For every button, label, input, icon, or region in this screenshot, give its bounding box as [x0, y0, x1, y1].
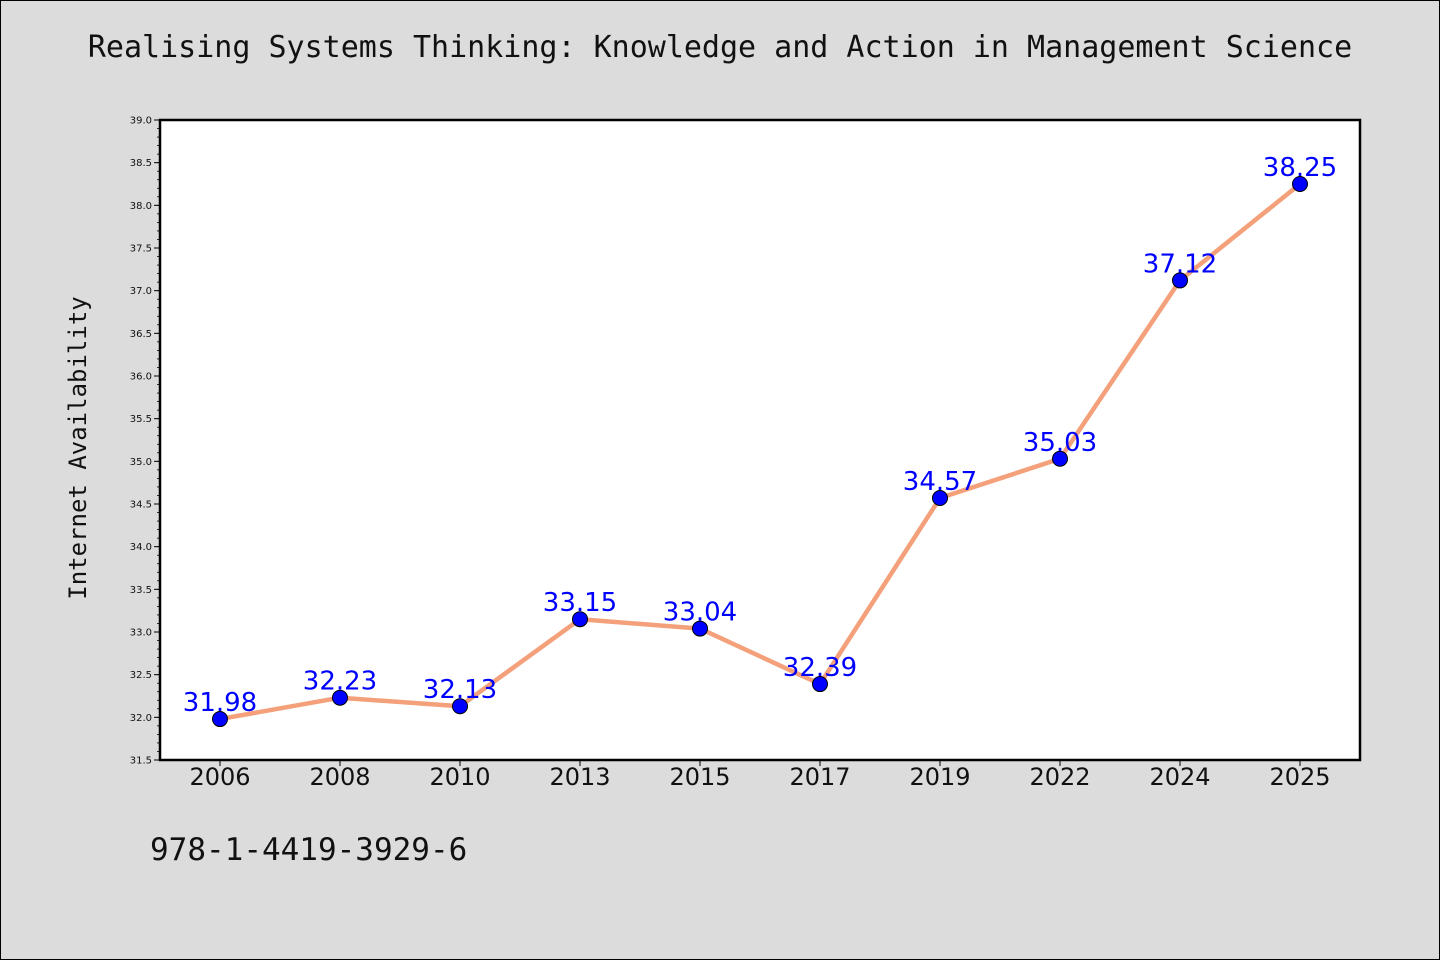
data-point [1172, 272, 1188, 289]
y-tick-label: 35.5 [130, 414, 152, 425]
chart-title: Realising Systems Thinking: Knowledge an… [87, 30, 1353, 65]
data-point [932, 490, 948, 507]
data-label: 37.12 [1143, 249, 1217, 279]
y-axis-label: Internet Availability [64, 296, 92, 599]
data-point [572, 611, 588, 628]
y-tick-label: 36.0 [130, 372, 152, 383]
data-label: 32.13 [423, 675, 497, 705]
data-label: 32.23 [303, 667, 377, 697]
x-tick-label: 2006 [189, 763, 250, 791]
y-tick-label: 31.5 [130, 756, 152, 767]
x-axis: 2006 2008 2010 2013 2015 2017 2019 2022 2024 2025 [189, 760, 1331, 791]
footer-isbn: 978-1-4419-3929-6 [150, 832, 468, 868]
x-tick-label: 2013 [549, 763, 610, 791]
data-label: 31.98 [183, 688, 257, 718]
x-tick-label: 2010 [429, 763, 490, 791]
y-tick-label: 39.0 [130, 116, 152, 127]
y-tick-label: 34.5 [130, 500, 152, 511]
data-label: 34.57 [903, 467, 977, 497]
data-point [692, 620, 708, 637]
data-point [1292, 176, 1308, 192]
data-point [452, 698, 468, 715]
x-tick-label: 2017 [789, 763, 850, 791]
data-label: 35.03 [1023, 428, 1097, 458]
x-tick-label: 2019 [909, 763, 970, 791]
y-tick-label: 35.0 [130, 457, 152, 468]
y-tick-label: 32.0 [130, 713, 152, 724]
plot-border [158, 118, 1362, 762]
series-line [217, 181, 1303, 722]
x-tick-label: 2015 [669, 763, 730, 791]
y-tick-label: 36.5 [130, 329, 152, 340]
x-tick-label: 2024 [1149, 763, 1210, 791]
data-point [212, 711, 228, 728]
y-tick-label: 38.0 [130, 201, 152, 212]
y-tick-label: 34.0 [130, 542, 152, 553]
y-tick-label: 32.5 [130, 670, 152, 681]
y-tick-label: 38.5 [130, 158, 152, 169]
y-tick-label: 37.5 [130, 244, 152, 255]
y-tick-label: 33.5 [130, 585, 152, 596]
y-axis: 31.5 32.0 32.5 33.0 33.5 34.0 34.5 35.0 35.5 36.0… [130, 116, 160, 767]
data-point [332, 689, 348, 706]
y-tick-label: 33.0 [130, 628, 152, 639]
data-label: 38.25 [1263, 153, 1337, 183]
data-label: 33.04 [663, 598, 737, 628]
series: 31.98 32.23 32.13 33.15 33.04 32.39 34.57 35.03… [183, 153, 1337, 728]
plot-area [160, 120, 1360, 760]
data-label: 32.39 [783, 653, 857, 683]
x-tick-label: 2008 [309, 763, 370, 791]
x-tick-label: 2025 [1269, 763, 1330, 791]
y-tick-label: 37.0 [130, 286, 152, 297]
data-point [812, 676, 828, 693]
data-label: 33.15 [543, 588, 617, 618]
x-tick-label: 2022 [1029, 763, 1090, 791]
data-point [1052, 450, 1068, 467]
